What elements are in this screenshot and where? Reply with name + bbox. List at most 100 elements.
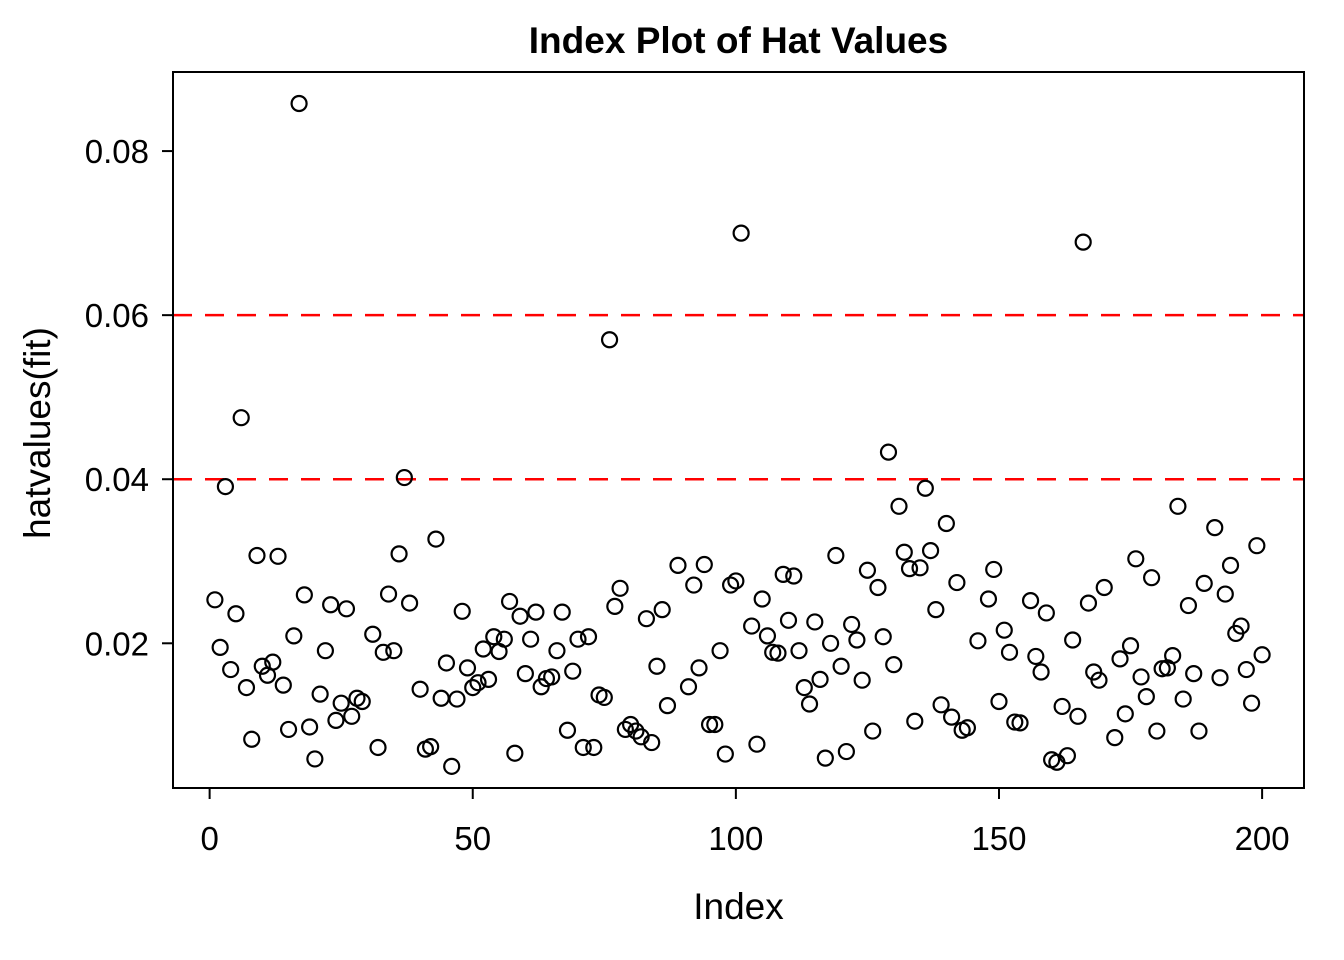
- data-point: [658, 697, 677, 715]
- data-point: [469, 674, 487, 692]
- data-point: [1143, 569, 1161, 587]
- data-point: [1206, 519, 1224, 537]
- data-point: [248, 546, 266, 565]
- data-point: [1232, 617, 1250, 635]
- data-point: [969, 632, 987, 650]
- data-point: [811, 670, 829, 688]
- data-point: [285, 627, 303, 645]
- data-point: [311, 685, 329, 703]
- data-point: [448, 690, 466, 708]
- data-point: [516, 665, 534, 683]
- data-points-group: [206, 94, 1271, 775]
- data-point: [253, 657, 271, 675]
- data-point: [874, 628, 892, 646]
- data-point: [364, 625, 382, 643]
- data-point: [464, 678, 482, 697]
- data-point: [748, 735, 766, 753]
- data-point: [332, 694, 350, 712]
- data-point: [690, 659, 708, 677]
- data-point: [853, 671, 871, 689]
- data-point: [353, 692, 371, 711]
- data-point: [1116, 705, 1134, 723]
- data-point: [1164, 646, 1182, 665]
- data-point: [753, 590, 771, 608]
- data-point: [222, 660, 240, 679]
- data-point: [1132, 668, 1150, 686]
- y-axis-label: hatvalues(fit): [17, 327, 58, 539]
- data-point: [1095, 578, 1113, 597]
- data-point: [479, 670, 498, 688]
- data-point: [548, 642, 566, 660]
- cutoff-lines-group: [173, 313, 1304, 481]
- data-point: [595, 688, 613, 707]
- data-point: [453, 602, 471, 620]
- data-point: [1185, 665, 1203, 683]
- axis-ticks-group: 0 50 100 150 200 0.02 0.04 0.06 0.08: [85, 133, 1290, 857]
- data-point: [337, 600, 356, 618]
- data-point: [958, 719, 977, 737]
- data-point: [458, 659, 477, 677]
- data-point: [937, 514, 955, 533]
- data-point: [1137, 688, 1155, 706]
- data-point: [827, 546, 845, 565]
- x-tick-label: 150: [971, 820, 1026, 857]
- data-point: [948, 573, 966, 592]
- data-point: [700, 715, 719, 734]
- data-point: [653, 601, 671, 619]
- data-point: [1021, 592, 1040, 610]
- data-point: [264, 653, 282, 671]
- plot-frame-group: [172, 71, 1305, 789]
- data-point: [579, 628, 598, 646]
- data-point: [843, 615, 861, 634]
- data-point: [679, 678, 698, 696]
- data-point: [1169, 497, 1187, 515]
- data-point: [274, 676, 292, 694]
- data-point: [1121, 637, 1140, 655]
- data-point: [379, 585, 398, 603]
- data-point: [743, 617, 761, 635]
- data-point: [279, 720, 298, 739]
- data-point: [706, 715, 724, 734]
- data-point: [427, 530, 445, 548]
- data-point: [400, 594, 419, 612]
- data-point: [1106, 729, 1124, 747]
- data-point: [1064, 631, 1082, 649]
- data-point: [390, 545, 408, 563]
- data-point: [821, 634, 840, 652]
- data-point: [1032, 663, 1050, 681]
- x-tick-label: 50: [454, 820, 491, 857]
- data-point: [769, 644, 787, 662]
- data-point: [1221, 556, 1240, 574]
- data-point: [1179, 596, 1198, 615]
- data-point: [943, 708, 961, 726]
- data-point: [385, 642, 403, 660]
- data-point: [327, 711, 345, 730]
- data-point: [648, 657, 666, 675]
- data-point: [779, 611, 798, 629]
- data-point: [1174, 690, 1192, 708]
- data-point: [890, 497, 908, 515]
- data-point: [990, 692, 1008, 711]
- data-point: [900, 560, 919, 578]
- data-point: [1190, 722, 1208, 740]
- data-point: [290, 94, 308, 113]
- data-point: [885, 656, 903, 674]
- y-tick-label: 0.06: [85, 297, 149, 334]
- data-point: [637, 610, 656, 628]
- data-point: [243, 730, 261, 748]
- data-point: [758, 627, 777, 645]
- data-point: [1090, 671, 1108, 689]
- data-point: [1058, 747, 1077, 765]
- data-point: [1148, 722, 1166, 740]
- data-point: [553, 603, 571, 621]
- data-point: [322, 596, 340, 614]
- data-point: [911, 559, 929, 577]
- data-point: [732, 224, 750, 242]
- data-point: [1237, 660, 1255, 679]
- data-point: [869, 578, 887, 597]
- data-point: [564, 662, 582, 680]
- data-point: [558, 721, 577, 739]
- data-point: [343, 707, 361, 725]
- data-point: [1000, 643, 1019, 661]
